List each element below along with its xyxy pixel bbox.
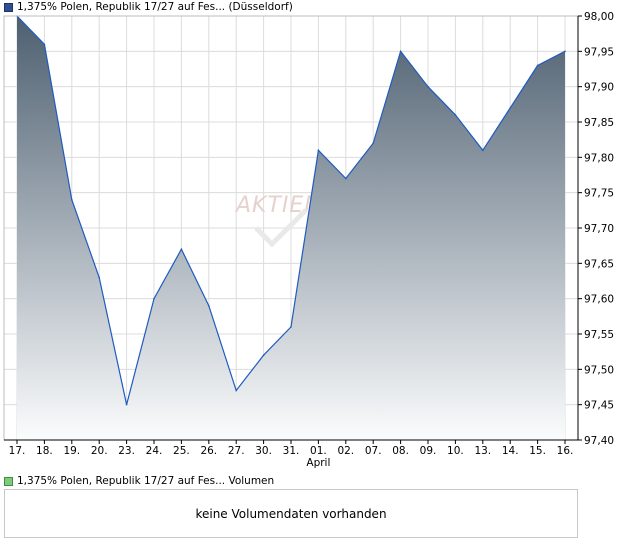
y-tick-label: 97,40 bbox=[584, 435, 614, 447]
volume-legend: 1,375% Polen, Republik 17/27 auf Fes... … bbox=[4, 474, 274, 488]
y-tick-label: 97,90 bbox=[584, 82, 614, 94]
data-point bbox=[208, 304, 210, 307]
y-tick-label: 97,95 bbox=[584, 46, 614, 58]
x-tick-label: 09. bbox=[420, 445, 437, 457]
x-tick-label: 02. bbox=[337, 445, 354, 457]
data-point bbox=[564, 50, 566, 53]
x-tick-label: 13. bbox=[474, 445, 491, 457]
y-tick-label: 97,85 bbox=[584, 117, 614, 129]
data-point bbox=[262, 354, 265, 357]
volume-empty-message: keine Volumendaten vorhanden bbox=[195, 506, 387, 521]
x-tick-label: 24. bbox=[146, 445, 163, 457]
x-tick-label: 17. bbox=[9, 445, 26, 457]
price-legend: 1,375% Polen, Republik 17/27 auf Fes... … bbox=[4, 0, 293, 14]
data-point bbox=[536, 64, 539, 67]
series-area-fill bbox=[17, 16, 565, 440]
y-tick-label: 97,45 bbox=[584, 400, 614, 412]
data-point bbox=[427, 85, 429, 88]
data-point bbox=[509, 107, 512, 109]
y-tick-label: 97,60 bbox=[584, 294, 614, 306]
x-tick-label: 20. bbox=[91, 445, 108, 457]
x-tick-label: 31. bbox=[283, 445, 300, 457]
data-point bbox=[98, 276, 100, 279]
y-tick-label: 97,55 bbox=[584, 329, 614, 341]
data-point bbox=[345, 177, 347, 180]
x-tick-label: 08. bbox=[392, 445, 409, 457]
x-tick-label: 18. bbox=[36, 445, 53, 457]
x-tick-label: 30. bbox=[255, 445, 272, 457]
volume-legend-label: 1,375% Polen, Republik 17/27 auf Fes... … bbox=[17, 475, 275, 487]
x-tick-label: 14. bbox=[502, 445, 519, 457]
data-point bbox=[482, 149, 484, 152]
x-tick-label: 25. bbox=[173, 445, 190, 457]
data-point bbox=[372, 142, 375, 144]
volume-legend-swatch bbox=[4, 476, 13, 486]
data-point bbox=[71, 198, 73, 201]
y-tick-labels: 97,40 97,45 97,50 97,55 97,60 97,65 97,70 97,75… bbox=[578, 11, 614, 447]
data-point bbox=[454, 114, 457, 116]
x-tick-label: 10. bbox=[447, 445, 464, 457]
data-point bbox=[290, 326, 292, 328]
data-point bbox=[235, 389, 237, 392]
x-tick-label: 07. bbox=[365, 445, 382, 457]
price-legend-swatch bbox=[4, 2, 13, 12]
data-point bbox=[317, 149, 320, 152]
x-tick-label: 15. bbox=[529, 445, 546, 457]
price-legend-label: 1,375% Polen, Republik 17/27 auf Fes... … bbox=[17, 1, 293, 13]
data-point bbox=[125, 403, 128, 406]
x-month-label: April bbox=[306, 457, 330, 469]
volume-panel: keine Volumendaten vorhanden bbox=[4, 489, 578, 538]
x-tick-labels: 17. 18. 19. 20. 23. 24. 25. 26. 27. 30. 31. 01. 02. 0… bbox=[9, 440, 574, 469]
data-point bbox=[43, 43, 46, 46]
watermark-text: AKTIEN bbox=[234, 193, 322, 218]
watermark-check-icon bbox=[254, 208, 308, 248]
x-tick-label: 23. bbox=[118, 445, 135, 457]
data-point bbox=[153, 297, 155, 300]
y-tick-label: 97,70 bbox=[584, 223, 614, 235]
x-tick-label: 27. bbox=[228, 445, 245, 457]
x-tick-label: 26. bbox=[200, 445, 217, 457]
x-tick-label: 16. bbox=[557, 445, 574, 457]
y-tick-label: 97,80 bbox=[584, 152, 614, 164]
price-chart: AKTIEN 97,4097,4597,5097,5597,6097,6597,… bbox=[3, 11, 614, 469]
x-tick-label: 01. bbox=[310, 445, 327, 457]
x-tick-label: 19. bbox=[63, 445, 80, 457]
y-tick-label: 97,75 bbox=[584, 188, 614, 200]
y-tick-label: 97,50 bbox=[584, 364, 614, 376]
data-point bbox=[399, 50, 402, 53]
data-point bbox=[180, 248, 183, 250]
y-tick-label: 98,00 bbox=[584, 11, 614, 23]
price-area bbox=[16, 15, 566, 440]
y-tick-label: 97,65 bbox=[584, 258, 614, 270]
